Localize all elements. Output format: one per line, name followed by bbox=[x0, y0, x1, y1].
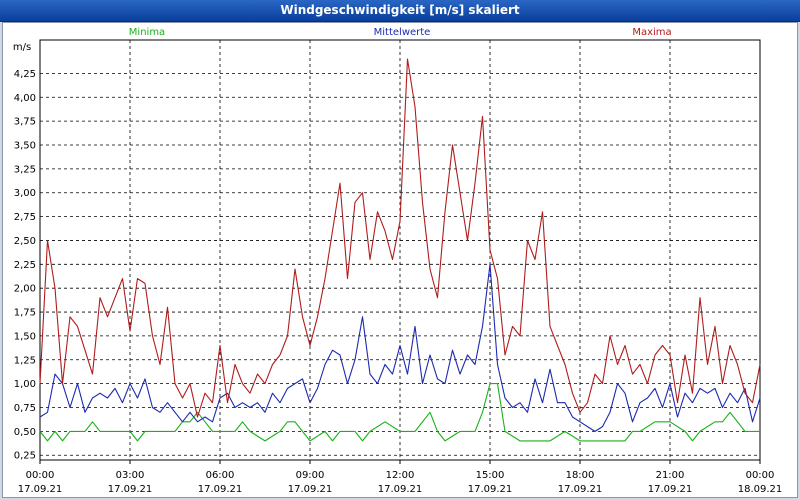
x-tick-time: 00:00 bbox=[746, 470, 775, 481]
series-line-mittelwerte bbox=[39, 263, 761, 432]
x-tick-time: 00:00 bbox=[26, 470, 55, 481]
y-tick-label: 1,25 bbox=[14, 355, 36, 366]
x-tick-date: 17.09.21 bbox=[648, 484, 693, 495]
x-tick-date: 17.09.21 bbox=[288, 484, 333, 495]
y-tick-label: 2,75 bbox=[14, 212, 36, 223]
legend-minima: Minima bbox=[129, 27, 165, 38]
x-tick-time: 03:00 bbox=[116, 470, 145, 481]
x-tick-time: 21:00 bbox=[656, 470, 685, 481]
y-tick-label: 0,50 bbox=[14, 427, 36, 438]
x-tick-date: 17.09.21 bbox=[558, 484, 603, 495]
legend-maxima: Maxima bbox=[632, 27, 671, 38]
x-tick-time: 18:00 bbox=[566, 470, 595, 481]
x-tick-date: 17.09.21 bbox=[18, 484, 63, 495]
y-tick-label: 3,00 bbox=[14, 188, 36, 199]
legend-mittelwerte: Mittelwerte bbox=[374, 27, 431, 38]
x-tick-date: 17.09.21 bbox=[108, 484, 153, 495]
y-tick-label: 0,25 bbox=[14, 451, 36, 462]
chart-title: Windgeschwindigkeit [m/s] skaliert bbox=[0, 0, 800, 22]
x-tick-date: 17.09.21 bbox=[468, 484, 513, 495]
series-line-minima bbox=[39, 383, 760, 442]
x-tick-date: 18.09.21 bbox=[738, 484, 783, 495]
x-tick-date: 17.09.21 bbox=[198, 484, 243, 495]
x-tick-time: 06:00 bbox=[206, 470, 235, 481]
y-tick-label: 1,75 bbox=[14, 308, 36, 319]
y-tick-label: 4,00 bbox=[14, 93, 36, 104]
y-tick-label: 3,25 bbox=[14, 164, 36, 175]
y-tick-label: 3,50 bbox=[14, 141, 36, 152]
y-tick-label: 2,00 bbox=[14, 284, 36, 295]
y-tick-label: 0,75 bbox=[14, 403, 36, 414]
y-tick-label: 2,50 bbox=[14, 236, 36, 247]
y-tick-label: 4,25 bbox=[14, 69, 36, 80]
y-tick-label: 1,50 bbox=[14, 331, 36, 342]
y-tick-label: 2,25 bbox=[14, 260, 36, 271]
x-tick-time: 09:00 bbox=[296, 470, 325, 481]
y-tick-label: 3,75 bbox=[14, 117, 36, 128]
x-tick-time: 15:00 bbox=[476, 470, 505, 481]
x-tick-date: 17.09.21 bbox=[378, 484, 423, 495]
y-tick-label: 1,00 bbox=[14, 379, 36, 390]
x-tick-time: 12:00 bbox=[386, 470, 415, 481]
series-line-maxima bbox=[39, 58, 761, 418]
y-axis-label: m/s bbox=[13, 42, 31, 53]
